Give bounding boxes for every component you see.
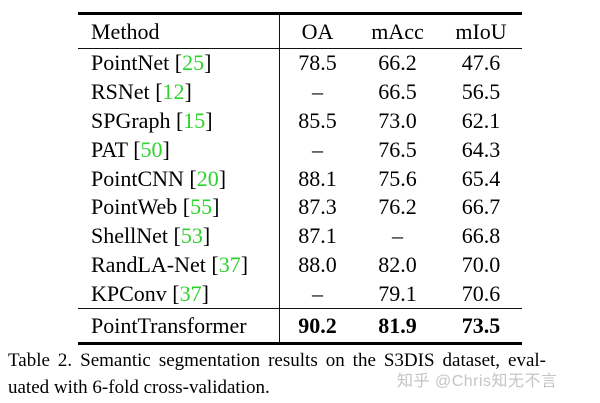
col-header-method: Method (91, 18, 160, 44)
citation-bracket-open: [ (170, 107, 184, 133)
macc-cell: 76.2 (378, 194, 417, 220)
citation-bracket-close: ] (240, 251, 249, 277)
miou-cell: 70.6 (461, 280, 501, 306)
oa-cell: 78.5 (279, 49, 355, 78)
oa-cell: – (279, 135, 355, 165)
method-name: PointNet (91, 50, 170, 76)
citation-bracket-open: [ (177, 194, 191, 220)
citation-bracket-close: ] (212, 194, 220, 220)
macc-cell: 82.0 (378, 251, 417, 277)
miou-cell: 62.1 (461, 107, 501, 133)
citation-number: 53 (180, 223, 203, 249)
macc-cell: 81.9 (378, 312, 417, 338)
method-name: SPGraph (91, 107, 171, 133)
method-name: PAT (91, 136, 128, 162)
col-header-oa: OA (279, 15, 355, 48)
oa-cell: 90.2 (279, 309, 355, 343)
citation-number: 25 (182, 50, 205, 76)
method-cell: ShellNet [53] (78, 225, 279, 247)
method-cell: RSNet [12] (78, 81, 279, 103)
macc-cell: 73.0 (378, 107, 417, 133)
oa-cell: 87.3 (279, 192, 355, 222)
miou-cell: 66.8 (461, 223, 501, 249)
oa-cell: – (279, 77, 355, 107)
table-header-row: Method OA mAcc mIoU (78, 15, 522, 49)
oa-cell: – (279, 279, 355, 309)
citation-number: 50 (140, 136, 163, 162)
citation-bracket-open: [ (205, 251, 219, 277)
citation-bracket-close: ] (204, 50, 212, 76)
miou-cell: 64.3 (461, 136, 501, 162)
table-row: PointWeb [55] 87.3 76.2 66.7 (78, 192, 522, 222)
oa-cell: 87.1 (279, 221, 355, 251)
oa-cell: 85.5 (279, 106, 355, 136)
miou-cell: 47.6 (461, 50, 501, 76)
method-name: RSNet (91, 79, 150, 105)
method-name: PointTransformer (91, 312, 247, 338)
citation-bracket-open: [ (166, 280, 180, 306)
method-cell: PointTransformer (78, 312, 279, 338)
miou-cell: 70.0 (461, 251, 501, 277)
method-name: RandLA-Net (91, 251, 206, 277)
citation-bracket-close: ] (205, 107, 213, 133)
method-cell: PAT [50] (78, 136, 279, 162)
miou-cell: 65.4 (461, 165, 501, 191)
method-cell: PointWeb [55] (78, 196, 279, 218)
citation-bracket-close: ] (184, 79, 192, 105)
citation-bracket-close: ] (218, 165, 227, 191)
citation-number: 12 (162, 79, 185, 105)
citation-bracket-close: ] (162, 136, 170, 162)
macc-cell: 79.1 (378, 280, 417, 306)
table-caption: Table 2. Semantic segmentation results o… (8, 347, 546, 401)
table-row: KPConv [37] – 79.1 70.6 (78, 279, 522, 309)
method-cell: SPGraph [15] (78, 107, 279, 133)
table-row: PointNet [25] 78.5 66.2 47.6 (78, 49, 522, 78)
citation-number: 37 (218, 251, 241, 277)
table-row: SPGraph [15] 85.5 73.0 62.1 (78, 106, 522, 136)
miou-cell: 73.5 (461, 312, 501, 338)
col-header-miou: mIoU (455, 18, 507, 44)
citation-bracket-close: ] (202, 223, 211, 249)
table-row-highlight: PointTransformer 90.2 81.9 73.5 (78, 308, 522, 343)
method-name: PointCNN (91, 165, 184, 191)
col-header-macc: mAcc (371, 18, 424, 44)
method-name: KPConv (91, 280, 167, 306)
method-cell: PointNet [25] (78, 52, 279, 74)
citation-number: 55 (190, 194, 213, 220)
macc-cell: – (392, 223, 403, 249)
citation-number: 15 (183, 107, 206, 133)
citation-bracket-open: [ (149, 79, 163, 105)
citation-bracket-open: [ (169, 50, 183, 76)
miou-cell: 56.5 (461, 79, 501, 105)
table-row: PAT [50] – 76.5 64.3 (78, 135, 522, 165)
oa-cell: 88.0 (279, 250, 355, 280)
macc-cell: 66.2 (378, 50, 417, 76)
table-row: RandLA-Net [37] 88.0 82.0 70.0 (78, 250, 522, 280)
citation-bracket-open: [ (168, 223, 181, 249)
caption-line-2: uated with 6-fold cross-validation. (8, 377, 270, 398)
zhihu-watermark: 知乎 @Chris知无不言 (397, 373, 558, 390)
method-cell: RandLA-Net [37] (78, 251, 279, 277)
table-row: ShellNet [53] 87.1 – 66.8 (78, 221, 522, 251)
citation-bracket-close: ] (201, 280, 209, 306)
citation-number: 37 (179, 280, 202, 306)
citation-bracket-open: [ (127, 136, 141, 162)
macc-cell: 75.6 (378, 165, 417, 191)
miou-cell: 66.7 (461, 194, 501, 220)
caption-line-1: Table 2. Semantic segmentation results o… (8, 350, 546, 371)
oa-cell: 88.1 (279, 164, 355, 193)
citation-number: 20 (196, 165, 219, 191)
method-name: PointWeb (91, 194, 178, 220)
method-name: ShellNet (91, 223, 168, 249)
macc-cell: 76.5 (378, 136, 417, 162)
results-table: Method OA mAcc mIoU PointNet [25] 78.5 6… (78, 12, 522, 346)
method-cell: PointCNN [20] (78, 165, 279, 191)
citation-bracket-open: [ (183, 165, 197, 191)
table-row: PointCNN [20] 88.1 75.6 65.4 (78, 164, 522, 193)
macc-cell: 66.5 (378, 79, 417, 105)
method-cell: KPConv [37] (78, 280, 279, 306)
table-row: RSNet [12] – 66.5 56.5 (78, 77, 522, 107)
